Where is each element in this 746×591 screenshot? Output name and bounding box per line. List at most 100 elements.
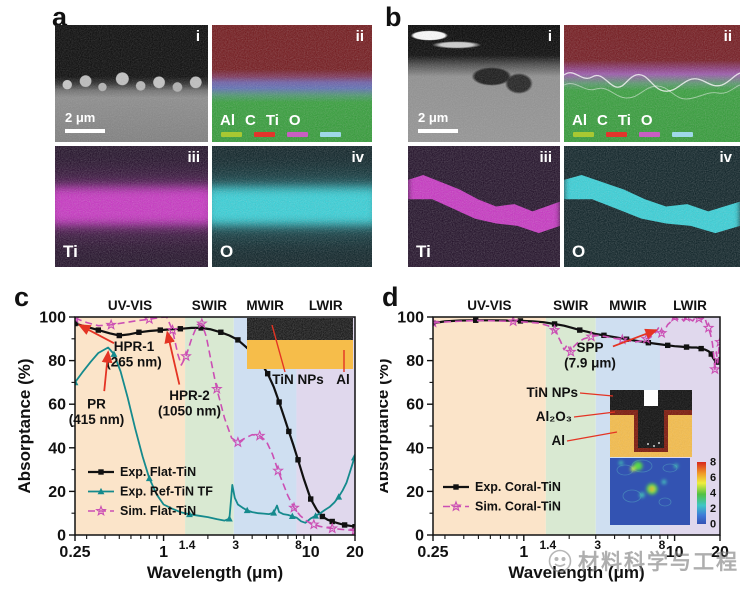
al-label: Al: [220, 112, 235, 129]
sem-cross-section-b: 2 μm i: [408, 25, 560, 142]
x-boundary-3: 3: [594, 538, 601, 552]
inset-tin-nps-label: TiN NPs: [272, 372, 324, 387]
band-label-LWIR: LWIR: [673, 298, 707, 313]
watermark: 材料科学与工程: [548, 546, 739, 576]
inset-coral-tin-schematic: TiN NPs Al₂O₃ Al: [526, 385, 692, 457]
scalebar-label: 2 μm: [65, 110, 96, 125]
eds-element-labels: Al C Ti O: [220, 112, 301, 129]
panel-a-label: a: [52, 2, 68, 32]
panel-d-label: d: [382, 282, 399, 312]
subpanel-tag-i: i: [195, 28, 200, 45]
c-label: C: [597, 112, 608, 129]
x-tick-1: 1: [519, 544, 528, 561]
spectral-band-UV-VIS: [75, 317, 186, 535]
ti-swatch: [639, 132, 660, 137]
x-tick-10: 10: [302, 544, 320, 561]
eds-color-swatches: [573, 132, 693, 137]
ti-element-map-b: Ti iii: [408, 146, 560, 267]
annotation-HPR-2: (1050 nm): [158, 403, 221, 418]
series-Exp. Coral-TiN: [433, 317, 720, 365]
annotation-PR: PR: [87, 397, 106, 412]
y-tick-20: 20: [48, 484, 66, 501]
x-boundary-8: 8: [295, 538, 302, 552]
o-element-map-b: O iv: [564, 146, 740, 267]
o-signal-band: [564, 175, 740, 234]
colorbar-tick-2: 2: [710, 503, 716, 515]
o-swatch: [672, 132, 693, 137]
y-axis-title: Absorptance (%): [380, 358, 392, 493]
inset-flat-tin-schematic: TiN NPs Al: [247, 318, 353, 387]
band-label-MWIR: MWIR: [246, 298, 284, 313]
x-boundary-8: 8: [659, 538, 666, 552]
subpanel-tag-ii: ii: [723, 28, 732, 45]
x-boundary-3: 3: [232, 538, 239, 552]
x-axis-title: Wavelength (μm): [508, 563, 644, 582]
ti-map-label: Ti: [416, 242, 431, 261]
inset-alox-label: Al₂O₃: [536, 409, 572, 424]
o-map-label: O: [220, 242, 234, 261]
y-tick-60: 60: [406, 397, 424, 414]
scalebar: [65, 129, 105, 133]
band-label-LWIR: LWIR: [309, 298, 343, 313]
svg-text:Exp. Coral-TiN: Exp. Coral-TiN: [475, 480, 561, 494]
x-axis-title: Wavelength (μm): [147, 563, 283, 582]
sem-cross-section-a: 2 μm i: [55, 25, 208, 142]
o-label: O: [640, 112, 653, 129]
o-swatch: [320, 132, 341, 137]
legend-item-Sim. Coral-TiN: Sim. Coral-TiN: [443, 500, 561, 514]
x-tick-10: 10: [666, 544, 684, 561]
colorbar-tick-6: 6: [710, 472, 716, 484]
x-tick-0.25: 0.25: [417, 544, 448, 561]
eds-overlay-map-b: Al C Ti O ii: [564, 25, 740, 142]
x-tick-20: 20: [346, 544, 364, 561]
eds-element-labels: Al C Ti O: [572, 112, 653, 129]
c-swatch: [606, 132, 627, 137]
x-tick-0.25: 0.25: [59, 544, 90, 561]
x-boundary-1.4: 1.4: [179, 538, 196, 552]
colorbar-tick-4: 4: [710, 488, 717, 500]
legend-item-Exp. Ref-TiN TF: Exp. Ref-TiN TF: [88, 485, 213, 499]
al-swatch: [573, 132, 594, 137]
series-Exp. Ref-TiN TF: [75, 346, 355, 524]
eds-overlay-map-a: Al C Ti O ii: [212, 25, 372, 142]
y-tick-40: 40: [406, 440, 424, 457]
x-boundary-1.4: 1.4: [539, 538, 556, 552]
scalebar-label: 2 μm: [418, 110, 449, 125]
spectral-band-UV-VIS: [433, 317, 546, 535]
inset-al-label: Al: [552, 433, 566, 448]
legend-item-Exp. Flat-TiN: Exp. Flat-TiN: [88, 465, 196, 479]
panel-b-label: b: [385, 2, 402, 32]
annotation-HPR-2: HPR-2: [169, 388, 210, 403]
ti-label: Ti: [617, 112, 631, 129]
svg-text:Exp. Flat-TiN: Exp. Flat-TiN: [120, 465, 196, 479]
svg-text:Sim. Coral-TiN: Sim. Coral-TiN: [475, 500, 561, 514]
annotation-arrow: [164, 330, 181, 385]
subpanel-tag-iii: iii: [539, 149, 552, 166]
colorbar-tick-0: 0: [710, 519, 716, 531]
ti-swatch: [287, 132, 308, 137]
band-label-UV-VIS: UV-VIS: [108, 298, 152, 313]
colorbar-tick-8: 8: [710, 457, 716, 469]
y-tick-100: 100: [397, 310, 424, 327]
y-tick-0: 0: [415, 528, 424, 545]
annotation-HPR-1: HPR-1: [114, 339, 155, 354]
subpanel-tag-i: i: [547, 28, 552, 45]
inset-al-label: Al: [336, 372, 350, 387]
o-signal-band: [212, 187, 372, 225]
eds-color-swatches: [221, 132, 341, 137]
band-label-UV-VIS: UV-VIS: [467, 298, 511, 313]
c-label: C: [245, 112, 256, 129]
y-tick-80: 80: [406, 353, 424, 370]
legend-item-Exp. Coral-TiN: Exp. Coral-TiN: [443, 480, 561, 494]
y-axis-title: Absorptance (%): [15, 358, 34, 493]
absorptance-chart-coral-tin: UV-VIS SWIR MWIR LWIR 0.25 1 10 20 1.4 3 8 0 20 40 60 8…: [373, 280, 746, 591]
al-swatch: [221, 132, 242, 137]
ti-signal-band: [55, 187, 208, 225]
legend-item-Sim. Flat-TiN: Sim. Flat-TiN: [88, 504, 196, 518]
x-tick-1: 1: [159, 544, 168, 561]
annotation-HPR-1: (265 nm): [106, 354, 162, 369]
c-swatch: [254, 132, 275, 137]
